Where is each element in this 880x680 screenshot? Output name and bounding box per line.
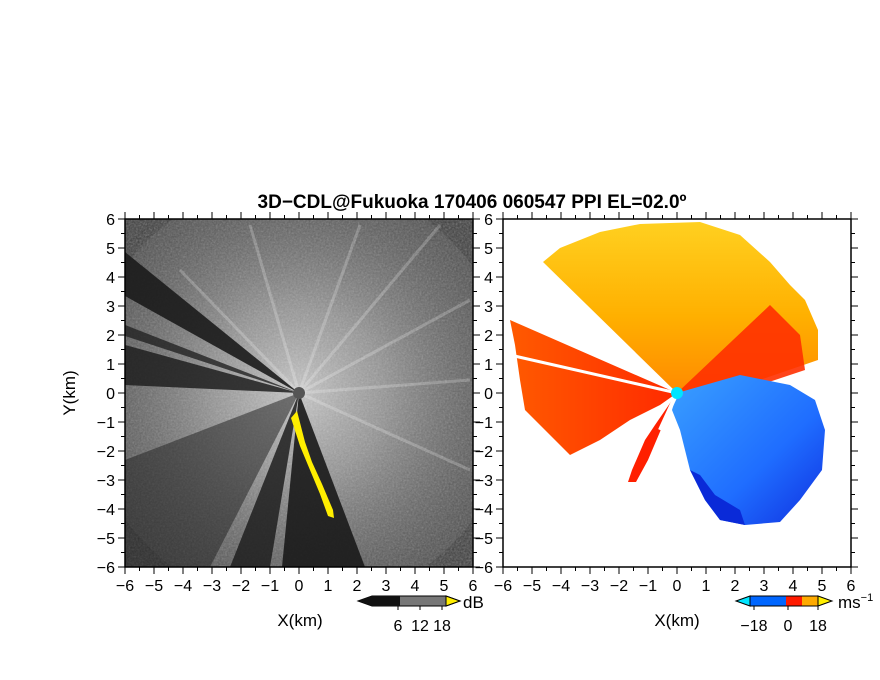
velocity-colorbar-orange: [802, 596, 818, 606]
velocity-red-north-edge: [677, 305, 805, 393]
intensity-ylabel: Y(km): [60, 370, 79, 415]
intensity-dark-sector-west: [125, 325, 299, 393]
velocity-xtick-label: 6: [847, 578, 856, 595]
intensity-dark-sector-west2: [125, 345, 299, 393]
intensity-xtick-label: −1: [261, 578, 279, 595]
intensity-ytick-label: 0: [106, 386, 115, 403]
velocity-ytick-label: 0: [484, 386, 493, 403]
velocity-xlabel: X(km): [654, 611, 699, 630]
intensity-ytick-label: 6: [106, 212, 115, 229]
velocity-xtick-label: 5: [818, 578, 827, 595]
intensity-xtick-label: 3: [382, 578, 391, 595]
velocity-ytick-label: 2: [484, 328, 493, 345]
intensity-yellow-edge: [291, 411, 334, 518]
velocity-colorbar-outline: [749, 595, 819, 607]
velocity-xtick-label: 4: [789, 578, 798, 595]
velocity-colorbar: −18 0 18 ms−1: [734, 592, 873, 635]
intensity-xtick-label: 2: [353, 578, 362, 595]
figure-title: 3D−CDL@Fukuoka 170406 060547 PPI EL=02.0…: [258, 192, 687, 213]
velocity-xtick-label: 0: [673, 578, 682, 595]
intensity-ytick-label: 5: [106, 241, 115, 258]
intensity-ticks: −6 −5 −4 −3 −2 −1 0 1 2 3 4 5 6 6 5 4 3 2 1 0 −1 −2 −3 −4 −5 −6: [97, 212, 480, 595]
intensity-xtick-label: 4: [411, 578, 420, 595]
intensity-xtick-label: −2: [232, 578, 250, 595]
intensity-xtick-label: −6: [116, 578, 134, 595]
intensity-xtick-label: −5: [145, 578, 163, 595]
velocity-ytick-label: −5: [475, 531, 493, 548]
velocity-ytick-label: 5: [484, 241, 493, 258]
velocity-colorbar-ticks: −18 0 18: [740, 606, 827, 635]
velocity-blue-dark-edge: [690, 470, 745, 525]
intensity-dark-sector-south: [230, 393, 299, 567]
intensity-ytick-label: −1: [97, 415, 115, 432]
velocity-ytick-label: −1: [475, 415, 493, 432]
velocity-colorbar-cold-end: [734, 595, 751, 607]
velocity-site-marker: [671, 387, 683, 399]
velocity-xtick-label: −4: [552, 578, 570, 595]
velocity-xtick-label: 1: [702, 578, 711, 595]
velocity-ytick-label: 1: [484, 357, 493, 374]
radar-site-marker: [293, 387, 305, 399]
velocity-colorbar-red: [786, 596, 802, 606]
velocity-xtick-label: −5: [523, 578, 541, 595]
intensity-dark-sector-north: [125, 252, 299, 393]
intensity-ytick-label: −2: [97, 444, 115, 461]
velocity-colorbar-unit: ms−1: [838, 592, 873, 612]
velocity-xtick-label: −3: [581, 578, 599, 595]
velocity-ticks: −6 −5 −4 −3 −2 −1 0 1 2 3 4 5 6 6 5 4 3 2 1 0 −1 −2 −3 −4 −5 −6: [475, 212, 858, 595]
velocity-red-west: [510, 320, 677, 455]
velocity-panel: −6 −5 −4 −3 −2 −1 0 1 2 3 4 5 6 6 5 4 3 2 1 0 −1 −2 −3 −4 −5 −6 X…: [475, 212, 873, 635]
intensity-ytick-label: −6: [97, 560, 115, 577]
intensity-xtick-label: 6: [469, 578, 478, 595]
velocity-colorbar-unit-exponent: −1: [861, 592, 874, 604]
velocity-xtick-label: 2: [731, 578, 740, 595]
velocity-ytick-label: 4: [484, 270, 493, 287]
intensity-ytick-label: −3: [97, 473, 115, 490]
intensity-ytick-label: −4: [97, 502, 115, 519]
velocity-ytick-label: −6: [475, 560, 493, 577]
intensity-ytick-label: 3: [106, 299, 115, 316]
velocity-colorbar-blue: [750, 596, 786, 606]
velocity-xtick-label: −6: [494, 578, 512, 595]
intensity-dark-sector-southwest: [125, 393, 299, 567]
velocity-white-gap-west: [509, 353, 678, 395]
velocity-ytick-label: 3: [484, 299, 493, 316]
velocity-colorbar-warm-end: [817, 595, 834, 607]
intensity-colorbar-dark-end: [358, 596, 400, 606]
intensity-ytick-label: 4: [106, 270, 115, 287]
velocity-colorbar-tick-label: −18: [740, 618, 767, 635]
intensity-xtick-label: 5: [440, 578, 449, 595]
velocity-ytick-label: −2: [475, 444, 493, 461]
velocity-xtick-label: −2: [610, 578, 628, 595]
intensity-ytick-label: 1: [106, 357, 115, 374]
velocity-ytick-label: −4: [475, 502, 493, 519]
velocity-colorbar-tick-label: 18: [809, 618, 827, 635]
intensity-colorbar-unit: dB: [463, 593, 484, 612]
intensity-xtick-label: 0: [295, 578, 304, 595]
intensity-xlabel: X(km): [277, 611, 322, 630]
intensity-xtick-label: −3: [203, 578, 221, 595]
velocity-xtick-label: −1: [639, 578, 657, 595]
intensity-colorbar-ticks: 6 12 18: [394, 606, 451, 635]
velocity-ytick-label: −3: [475, 473, 493, 490]
intensity-streaks: [178, 224, 471, 472]
intensity-colorbar-over-end: [445, 595, 462, 607]
velocity-colorbar-unit-base: ms: [838, 593, 861, 612]
intensity-xtick-label: 1: [324, 578, 333, 595]
velocity-colorbar-tick-label: 0: [784, 618, 793, 635]
intensity-xtick-label: −4: [174, 578, 192, 595]
intensity-colorbar-tick-label: 12: [411, 618, 429, 635]
velocity-ytick-label: 6: [484, 212, 493, 229]
intensity-ytick-label: 2: [106, 328, 115, 345]
velocity-white-gap-south: [658, 392, 679, 431]
velocity-xtick-label: 3: [760, 578, 769, 595]
velocity-blue-region: [672, 375, 825, 525]
intensity-colorbar: 6 12 18 dB: [356, 593, 484, 635]
intensity-colorbar-tick-label: 18: [433, 618, 451, 635]
intensity-colorbar-tick-label: 6: [394, 618, 403, 635]
intensity-ytick-label: −5: [97, 531, 115, 548]
